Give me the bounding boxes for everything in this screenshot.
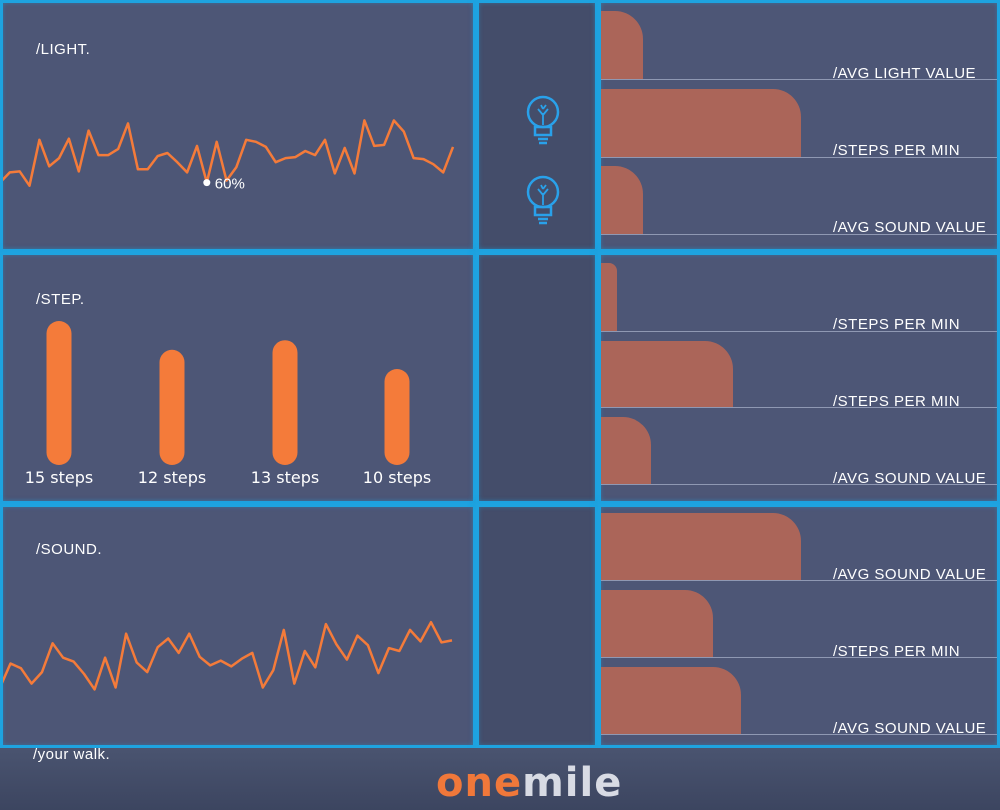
light-bulb-icon[interactable]	[526, 175, 560, 225]
metric-bar	[601, 11, 643, 79]
light-panel-title: /LIGHT.	[36, 41, 91, 58]
light-panel: /LIGHT. 60%	[0, 0, 476, 252]
metric-baseline	[601, 79, 997, 80]
metrics-panel-top: /AVG LIGHT VALUE /STEPS PER MIN /AVG SOU…	[598, 0, 1000, 252]
step-bar	[272, 340, 298, 465]
metric-baseline	[601, 657, 997, 658]
metric-baseline	[601, 157, 997, 158]
icon-panel-top	[476, 0, 598, 252]
metric-bar	[601, 263, 617, 331]
metric-baseline	[601, 234, 997, 235]
sound-panel-title: /SOUND.	[36, 541, 103, 558]
metrics-panel-middle: /STEPS PER MIN /STEPS PER MIN /AVG SOUND…	[598, 252, 1000, 504]
bulb-icons	[526, 95, 560, 225]
light-line-chart: 60%	[3, 119, 455, 193]
metrics-panel-bottom: /AVG SOUND VALUE /STEPS PER MIN /AVG SOU…	[598, 504, 1000, 748]
logo-part-one: one	[436, 760, 523, 806]
metric-baseline	[601, 407, 997, 408]
onemile-logo[interactable]: onemile	[436, 760, 622, 806]
metric-label: /STEPS PER MIN	[833, 316, 961, 333]
metric-label: /AVG SOUND VALUE	[833, 720, 987, 737]
metric-label: /AVG SOUND VALUE	[833, 470, 987, 487]
annotation-label: 60%	[215, 176, 245, 193]
metric-bar	[601, 89, 801, 157]
step-bar	[46, 321, 72, 465]
metric-baseline	[601, 580, 997, 581]
metric-baseline	[601, 331, 997, 332]
metric-baseline	[601, 484, 997, 485]
metric-bar	[601, 667, 741, 734]
light-bulb-icon[interactable]	[526, 95, 560, 145]
footer	[0, 748, 1000, 810]
step-bar-label: 15 steps	[25, 468, 93, 487]
series-line	[3, 119, 455, 187]
metric-bar	[601, 341, 733, 407]
metric-bar	[601, 417, 651, 484]
metric-bar	[601, 513, 801, 580]
step-bar-label: 12 steps	[138, 468, 206, 487]
metric-label: /AVG LIGHT VALUE	[833, 65, 977, 82]
middle-panel-bottom	[476, 504, 598, 748]
middle-panel-center	[476, 252, 598, 504]
metric-bar	[601, 590, 713, 657]
metric-baseline	[601, 734, 997, 735]
step-bar-label: 13 steps	[251, 468, 319, 487]
footer-caption: /your walk.	[33, 746, 111, 763]
metric-label: /STEPS PER MIN	[833, 142, 961, 159]
annotation-point	[203, 179, 211, 187]
metric-bar	[601, 166, 643, 234]
metric-label: /AVG SOUND VALUE	[833, 566, 987, 583]
step-panel: /STEP. 15 steps 12 steps 13 steps 10 steps	[0, 252, 476, 504]
step-bar-label: 10 steps	[363, 468, 431, 487]
metric-label: /STEPS PER MIN	[833, 643, 961, 660]
step-bar-chart: 15 steps 12 steps 13 steps 10 steps	[25, 321, 431, 487]
series-line	[3, 620, 453, 691]
step-panel-title: /STEP.	[36, 291, 85, 308]
metric-label: /AVG SOUND VALUE	[833, 219, 987, 236]
sound-panel: /SOUND.	[0, 504, 476, 748]
sound-line-chart	[3, 620, 453, 691]
step-bar	[384, 369, 410, 465]
step-bar	[159, 349, 185, 465]
logo-part-mile: mile	[522, 760, 623, 806]
metric-label: /STEPS PER MIN	[833, 393, 961, 410]
